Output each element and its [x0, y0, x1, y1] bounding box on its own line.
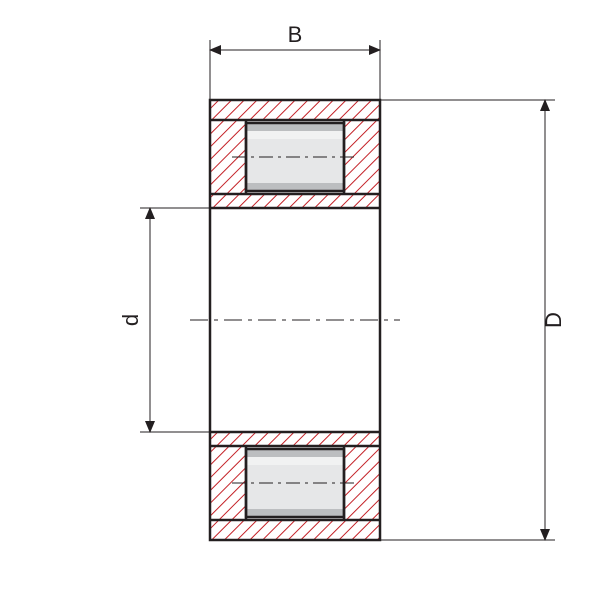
label-d: d	[118, 314, 143, 326]
roller	[232, 120, 358, 194]
label-D: D	[541, 312, 566, 328]
hatched-region	[210, 194, 380, 208]
hatched-region	[210, 432, 380, 446]
hatched-region	[210, 100, 380, 120]
roller	[232, 446, 358, 520]
hatched-region	[210, 520, 380, 540]
label-B: B	[288, 22, 303, 47]
